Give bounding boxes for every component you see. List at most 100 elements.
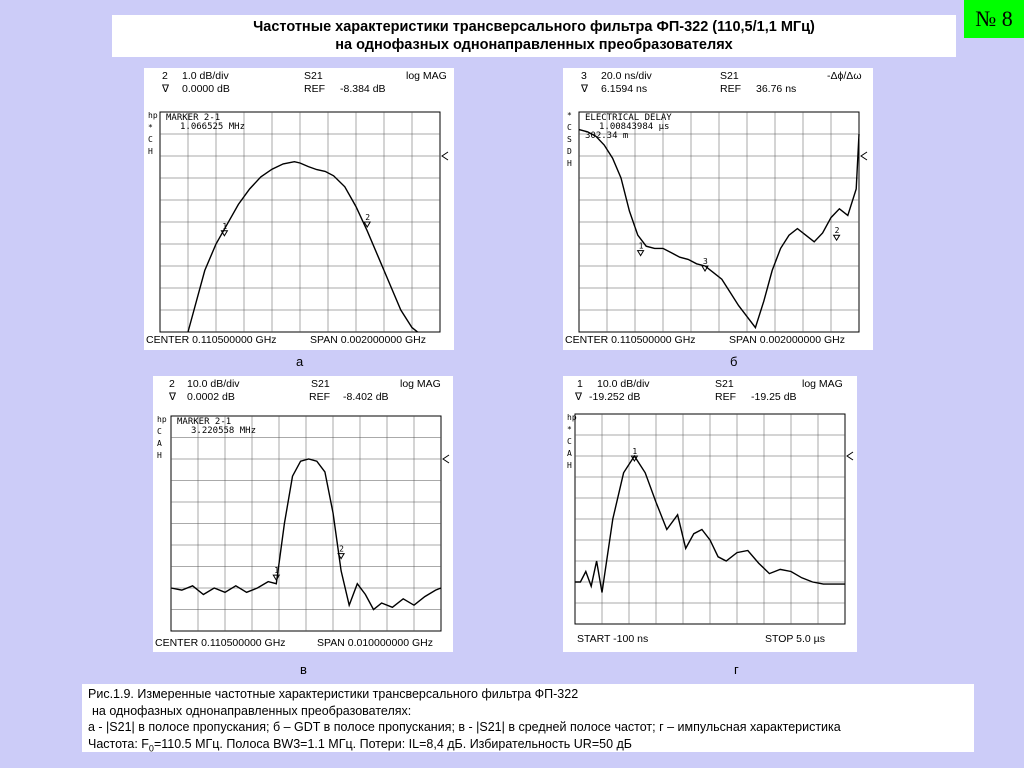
ref-value: -8.402 dB: [343, 391, 389, 403]
panel-b-letter: б: [730, 354, 738, 369]
left-annotation-label: hp: [157, 415, 167, 424]
reference-level-arrow: [846, 451, 854, 461]
footer-start: START -100 ns: [577, 633, 649, 645]
panel-b-header: 3 20.0 ns/div S21 -Δϕ/Δω ∇ 6.1594 ns REF…: [563, 68, 873, 98]
caption-line-4: Частота: F0=110.5 МГц. Полоса BW3=1.1 МГ…: [88, 736, 968, 757]
marker-annotation-text: 302.34 m: [585, 131, 628, 141]
scale-per-div: 20.0 ns/div: [601, 70, 652, 82]
left-annotation-label: H: [567, 159, 572, 168]
left-annotation-label: A: [157, 439, 162, 448]
marker-label: 2: [339, 545, 344, 554]
footer-center: CENTER 0.110500000 GHz: [146, 334, 277, 346]
title-line-2: на однофазных однонаправленных преобразо…: [335, 37, 733, 53]
footer-center: CENTER 0.110500000 GHz: [565, 334, 696, 346]
panel-d-header: 1 10.0 dB/div S21 log MAG ∇ -19.252 dB R…: [563, 376, 857, 406]
left-annotation-label: C: [148, 135, 153, 144]
left-annotation-label: C: [567, 437, 572, 446]
channel-number: 1: [577, 378, 583, 390]
marker-label: 1: [222, 222, 227, 231]
reference-level-arrow: [441, 151, 449, 161]
format: -Δϕ/Δω: [827, 70, 862, 82]
footer-span: SPAN 0.002000000 GHz: [729, 334, 845, 346]
marker-triangle: [701, 265, 709, 272]
series-line: [187, 160, 419, 333]
left-annotation-label: D: [567, 147, 572, 156]
slide-title: Частотные характеристики трансверсальног…: [112, 15, 956, 57]
left-annotation-label: C: [567, 123, 572, 132]
figure-caption: Рис.1.9. Измеренные частотные характерис…: [82, 684, 974, 753]
ref-value: -19.25 dB: [751, 391, 797, 403]
reference-level-arrow: [442, 454, 450, 464]
ref-label: REF: [715, 391, 736, 403]
caption-line-4-start: Частота: F: [88, 736, 149, 751]
left-annotation-label: A: [567, 449, 572, 458]
reference-level-arrow: [860, 151, 868, 161]
left-annotation-label: C: [157, 427, 162, 436]
ref-label: REF: [304, 83, 325, 95]
parameter: S21: [715, 378, 734, 390]
left-annotation-label: S: [567, 135, 572, 144]
marker-triangle: [363, 221, 372, 228]
marker-triangle: [636, 250, 645, 257]
panel-a-header: 2 1.0 dB/div S21 log MAG ∇ 0.0000 dB REF…: [144, 68, 454, 98]
footer-center: CENTER 0.110500000 GHz: [155, 637, 286, 649]
panel-d-letter: г: [734, 662, 739, 677]
slide-number-badge: № 8: [964, 0, 1024, 38]
left-annotation-label: hp: [148, 111, 158, 120]
marker-label: 1: [639, 242, 644, 251]
marker-symbol: ∇: [169, 391, 177, 403]
marker-label: 3: [703, 257, 708, 266]
marker-annotation-text: MARKER 2-1: [166, 113, 220, 123]
ref-value: -8.384 dB: [340, 83, 386, 95]
marker-triangle: [220, 230, 229, 237]
marker-label: 2: [365, 213, 370, 222]
footer-span: SPAN 0.010000000 GHz: [317, 637, 433, 649]
marker-label: 1: [274, 566, 279, 575]
plot-c: hp CAH MARKER 2-13.220558 MHz 1 2: [157, 415, 450, 632]
marker-label: 1: [632, 447, 637, 456]
caption-line-3: а - |S21| в полосе пропускания; б – GDT …: [88, 720, 841, 734]
marker-triangle: [832, 234, 841, 242]
marker-value: 0.0002 dB: [187, 391, 235, 403]
caption-line-4-end: =110.5 МГц. Полоса BW3=1.1 МГц. Потери: …: [153, 736, 633, 751]
left-annotation-label: *: [567, 111, 572, 120]
panel-c-letter: в: [300, 662, 307, 677]
marker-annotation-text: MARKER 2-1: [177, 417, 231, 427]
marker-symbol: ∇: [162, 83, 170, 95]
marker-value: 6.1594 ns: [601, 83, 648, 95]
title-line-1: Частотные характеристики трансверсальног…: [253, 19, 815, 35]
series-line: [575, 454, 845, 593]
left-annotation-label: hp: [567, 413, 577, 422]
panel-a-letter: а: [296, 354, 304, 369]
marker-label: 2: [835, 226, 840, 235]
caption-line-2: на однофазных однонаправленных преобразо…: [92, 703, 412, 718]
marker-triangle: [272, 574, 281, 582]
marker-value: -19.252 dB: [589, 391, 641, 403]
left-annotation-label: H: [567, 461, 572, 470]
marker-symbol: ∇: [575, 391, 583, 403]
panel-d: 1 10.0 dB/div S21 log MAG ∇ -19.252 dB R…: [563, 376, 857, 652]
marker-triangle: [630, 455, 639, 462]
series-line: [578, 128, 860, 330]
channel-number: 3: [581, 70, 587, 82]
left-annotation-label: H: [148, 147, 153, 156]
footer-span: SPAN 0.002000000 GHz: [310, 334, 426, 346]
marker-triangle: [337, 553, 345, 560]
caption-line-4-subscript: 0: [148, 743, 154, 753]
format: log MAG: [802, 378, 843, 390]
scale-per-div: 1.0 dB/div: [182, 70, 229, 82]
left-annotation-label: H: [157, 451, 162, 460]
parameter: S21: [311, 378, 330, 390]
marker-annotation-text: ELECTRICAL DELAY: [585, 113, 672, 123]
marker-annotation-text: 3.220558 MHz: [191, 426, 256, 436]
plot-d: hp * CAH 1: [567, 413, 854, 625]
scale-per-div: 10.0 dB/div: [597, 378, 650, 390]
panel-b: 3 20.0 ns/div S21 -Δϕ/Δω ∇ 6.1594 ns REF…: [563, 68, 873, 350]
format: log MAG: [400, 378, 441, 390]
left-annotation-label: *: [148, 123, 153, 132]
ref-value: 36.76 ns: [756, 83, 797, 95]
left-annotation-label: *: [567, 425, 572, 434]
panel-c: 2 10.0 dB/div S21 log MAG ∇ 0.0002 dB RE…: [153, 376, 453, 652]
parameter: S21: [304, 70, 323, 82]
